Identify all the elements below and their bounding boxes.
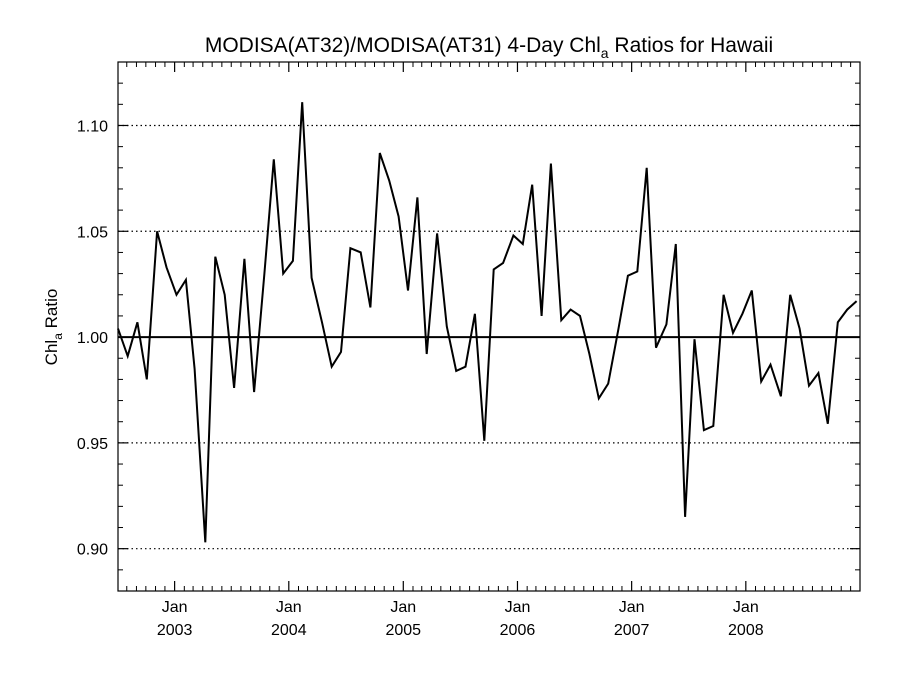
chart-title-subscript: a [601,45,609,61]
x-tick-label-month: Jan [505,599,531,616]
y-axis-label-tail: Ratio [42,289,61,333]
tick-labels: 0.90 0.95 1.00 1.05 1.10 Jan 2003 Jan 2004 Jan 200… [77,118,764,639]
x-tick-label-year: 2007 [614,622,650,639]
x-tick-label-month: Jan [390,599,416,616]
chart-title-tail: Ratios for Hawaii [609,34,774,57]
y-tick-label: 0.90 [77,542,108,559]
y-axis-label-main: Chl [42,340,61,366]
series-group [117,102,858,543]
x-tick-label-year: 2005 [385,622,421,639]
x-tick-label-month: Jan [733,599,759,616]
chart-title-main: MODISA(AT32)/MODISA(AT31) 4-Day Chl [205,34,601,57]
series-line [117,102,858,543]
x-tick-label-year: 2003 [157,622,193,639]
chart-title: MODISA(AT32)/MODISA(AT31) 4-Day Chla Rat… [205,34,773,61]
y-axis-label: Chla Ratio [42,289,65,366]
x-tick-label-month: Jan [619,599,645,616]
y-tick-label: 1.00 [77,330,108,347]
x-tick-label-month: Jan [276,599,302,616]
x-tick-label-month: Jan [162,599,188,616]
x-tick-label-year: 2004 [271,622,307,639]
y-tick-label: 0.95 [77,436,108,453]
y-axis-label-subscript: a [51,333,65,340]
x-tick-label-year: 2006 [500,622,536,639]
y-tick-label: 1.05 [77,224,108,241]
x-tick-label-year: 2008 [728,622,764,639]
plot-frame [117,61,861,592]
axis-ticks [118,62,860,592]
y-tick-label: 1.10 [77,118,108,135]
